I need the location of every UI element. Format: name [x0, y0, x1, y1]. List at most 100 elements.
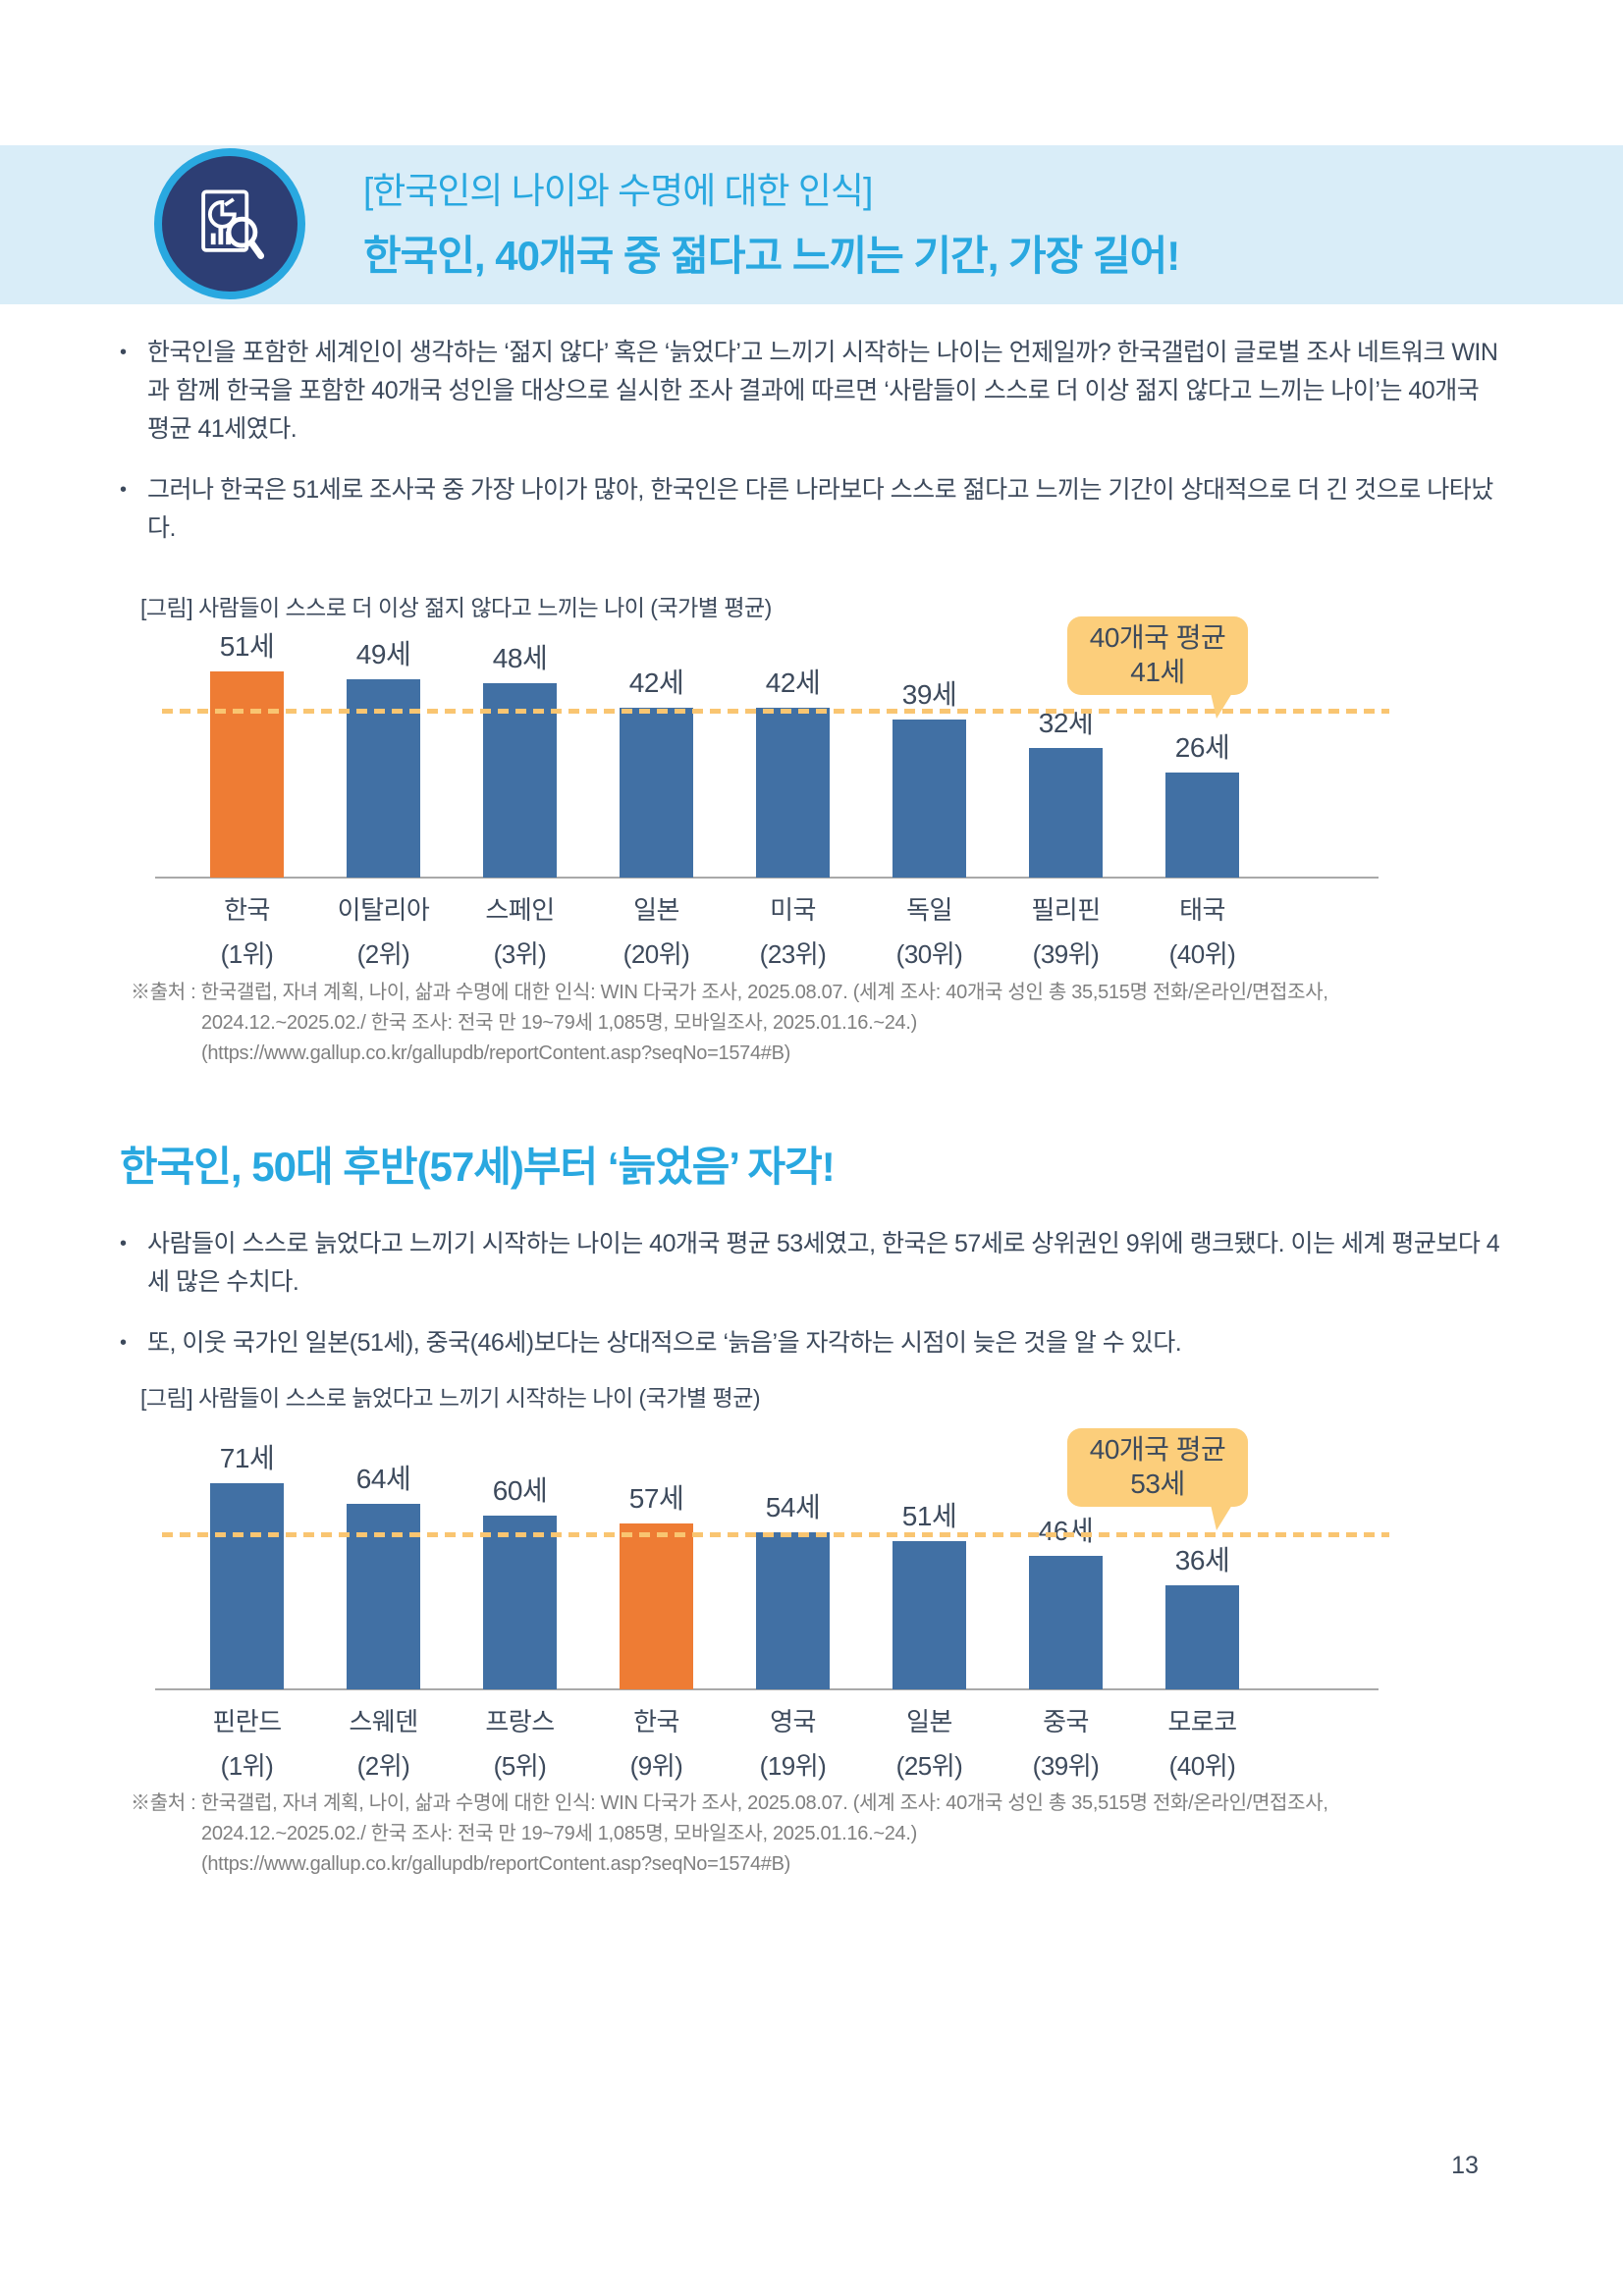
country-label: 한국 [633, 1707, 679, 1736]
rank-label: (20위) [622, 939, 690, 969]
average-line [162, 1532, 1389, 1538]
bar-area: 57세 [620, 1434, 693, 1689]
country-label: 핀란드 [212, 1707, 282, 1736]
bar [756, 1532, 830, 1689]
bar [1029, 1555, 1103, 1689]
chart-report-magnifier-icon [154, 148, 305, 299]
average-callout: 40개국 평균 41세 [1067, 616, 1248, 719]
figure2-caption: [그림] 사람들이 스스로 늙었다고 느끼기 시작하는 나이 (국가별 평균) [140, 1385, 761, 1411]
rank-label: (2위) [356, 939, 410, 969]
header-headline: 한국인, 40개국 중 젊다고 느끼는 기간, 가장 길어! [363, 233, 1180, 279]
report-magnifier-glyph [201, 189, 265, 259]
section2-bullet-1: 사람들이 스스로 늙었다고 느끼기 시작하는 나이는 40개국 평균 53세였고… [118, 1225, 1507, 1302]
bar-area: 60세 [483, 1434, 557, 1689]
page-number: 13 [1451, 2152, 1479, 2179]
bar [483, 1515, 557, 1689]
bar [347, 1503, 420, 1689]
rank-label: (9위) [629, 1751, 683, 1781]
country-label: 모로코 [1167, 1707, 1237, 1736]
bar [893, 1541, 966, 1689]
bar-area: 42세 [620, 622, 693, 878]
section2-bullet-2: 또, 이웃 국가인 일본(51세), 중국(46세)보다는 상대적으로 ‘늙음’… [118, 1324, 1507, 1362]
bar-area: 64세 [347, 1434, 420, 1689]
country-label: 한국 [224, 895, 270, 925]
bar [210, 1483, 284, 1689]
average-callout: 40개국 평균 53세 [1067, 1428, 1248, 1530]
bar-value-label: 42세 [765, 667, 821, 699]
bar-column: 51세 한국 (1위) [179, 622, 315, 971]
bar-column: 26세 태국 (40위) [1134, 622, 1271, 971]
rank-label: (3위) [493, 939, 547, 969]
bar-value-label: 36세 [1174, 1544, 1230, 1575]
bar-area: 39세 [893, 622, 966, 878]
bar-value-label: 54세 [765, 1492, 821, 1523]
source-line: ※출처 : 한국갤럽, 자녀 계획, 나이, 삶과 수명에 대한 인식: WIN… [131, 982, 1328, 1003]
bar-value-label: 57세 [628, 1483, 684, 1515]
source-line: ※출처 : 한국갤럽, 자녀 계획, 나이, 삶과 수명에 대한 인식: WIN… [131, 1792, 1328, 1814]
bar-value-label: 51세 [219, 631, 275, 662]
rank-label: (23위) [759, 939, 827, 969]
bar-value-label: 71세 [219, 1443, 275, 1473]
bar-column: 46세 중국 (39위) [998, 1434, 1134, 1783]
bar [483, 683, 557, 878]
country-label: 스웨덴 [349, 1707, 418, 1736]
callout-tail-icon [1211, 1505, 1232, 1530]
section2-bullet-list: 사람들이 스스로 늙었다고 느끼기 시작하는 나이는 40개국 평균 53세였고… [118, 1225, 1507, 1385]
bar [1165, 1584, 1239, 1689]
bar-column: 49세 이탈리아 (2위) [315, 622, 452, 971]
average-callout-value: 41세 [1130, 657, 1185, 687]
intro-bullet-2: 그러나 한국은 51세로 조사국 중 가장 나이가 많아, 한국인은 다른 나라… [118, 471, 1507, 548]
bar [756, 708, 830, 878]
bar-value-label: 39세 [901, 679, 957, 711]
country-label: 일본 [633, 895, 679, 925]
bar [893, 720, 966, 878]
figure1-caption: [그림] 사람들이 스스로 더 이상 젊지 않다고 느끼는 나이 (국가별 평균… [140, 595, 772, 620]
intro-bullet-1: 한국인을 포함한 세계인이 생각하는 ‘젊지 않다’ 혹은 ‘늙었다’고 느끼기… [118, 334, 1507, 449]
average-line [162, 709, 1389, 715]
bar-value-label: 46세 [1038, 1515, 1094, 1546]
bar-area: 54세 [756, 1434, 830, 1689]
rank-label: (30위) [895, 939, 963, 969]
bar-column: 36세 모로코 (40위) [1134, 1434, 1271, 1783]
bar-value-label: 42세 [628, 667, 684, 699]
bar-columns: 71세 핀란드 (1위) 64세 스웨덴 (2위) 60세 프랑스 (5위) 57세 한국 (9위) 5… [179, 1434, 1271, 1783]
bar-value-label: 60세 [492, 1474, 548, 1506]
source-line: (https://www.gallup.co.kr/gallupdb/repor… [201, 1042, 791, 1064]
rank-label: (2위) [356, 1751, 410, 1781]
bar-area: 42세 [756, 622, 830, 878]
country-label: 프랑스 [485, 1707, 555, 1736]
bar-area: 26세 [1165, 622, 1239, 878]
bar [1029, 748, 1103, 878]
source-line: 2024.12.~2025.02./ 한국 조사: 전국 만 19~79세 1,… [201, 1823, 917, 1844]
callout-tail-icon [1211, 693, 1232, 719]
bar-area: 32세 [1029, 622, 1103, 878]
rank-label: (25위) [895, 1751, 963, 1781]
bar-value-label: 49세 [355, 639, 411, 670]
bar-area: 46세 [1029, 1434, 1103, 1689]
rank-label: (39위) [1032, 939, 1100, 969]
bar-columns: 51세 한국 (1위) 49세 이탈리아 (2위) 48세 스페인 (3위) 42세 일본 (20위)… [179, 622, 1271, 971]
country-label: 스페인 [485, 895, 555, 925]
bar-value-label: 64세 [355, 1463, 411, 1494]
bar-value-label: 51세 [901, 1501, 957, 1532]
chart-not-young-age: 51세 한국 (1위) 49세 이탈리아 (2위) 48세 스페인 (3위) 42세 일본 (20위)… [155, 616, 1389, 971]
rank-label: (40위) [1168, 939, 1236, 969]
header-tagline: [한국인의 나이와 수명에 대한 인식] [363, 171, 873, 211]
bar-column: 48세 스페인 (3위) [452, 622, 588, 971]
country-label: 중국 [1043, 1707, 1089, 1736]
x-axis-line [155, 1688, 1379, 1690]
country-label: 미국 [770, 895, 816, 925]
country-label: 독일 [906, 895, 952, 925]
intro-bullet-list: 한국인을 포함한 세계인이 생각하는 ‘젊지 않다’ 혹은 ‘늙었다’고 느끼기… [118, 334, 1507, 570]
bar-area: 36세 [1165, 1434, 1239, 1689]
bar [620, 708, 693, 878]
bar-area: 51세 [893, 1434, 966, 1689]
country-label: 일본 [906, 1707, 952, 1736]
rank-label: (1위) [220, 1751, 274, 1781]
